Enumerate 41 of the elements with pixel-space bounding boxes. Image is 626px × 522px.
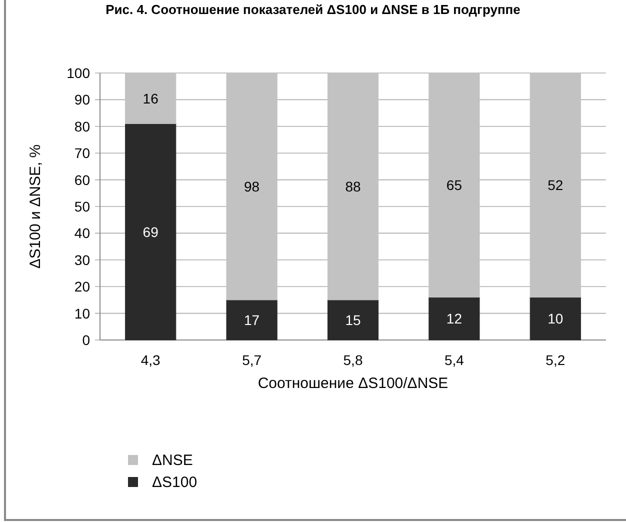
bar	[327, 72, 379, 300]
x-tick-label: 5,2	[546, 352, 566, 368]
bar	[125, 123, 176, 340]
y-tick-label: 10	[74, 305, 90, 322]
x-tick-label: 5,8	[343, 352, 363, 368]
y-tick-label: 0	[82, 332, 90, 348]
y-tick-label: 60	[74, 172, 90, 188]
annotation: 98	[244, 178, 260, 194]
y-tick-label: 70	[74, 145, 90, 162]
y-tick-label: 20	[74, 278, 90, 295]
annotation: 69	[142, 224, 159, 240]
x-axis-title: Соотношение ΔS100/ΔNSE	[258, 375, 448, 392]
y-axis-title: ΔS100 и ΔNSE, %	[27, 144, 44, 269]
annotation: 10	[548, 310, 564, 327]
bar	[428, 72, 480, 298]
x-tick-label: 5,7	[242, 352, 262, 368]
annotation: 15	[345, 312, 361, 328]
bar	[428, 297, 480, 340]
annotation: 16	[142, 90, 159, 106]
x-tick-label: 4,3	[140, 352, 161, 368]
bar	[530, 72, 581, 298]
annotation: 65	[446, 177, 462, 194]
legend-label: ΔS100	[152, 474, 198, 491]
y-tick-label: 90	[74, 92, 90, 108]
bar	[530, 297, 581, 340]
legend-label: ΔNSE	[152, 452, 193, 469]
annotation: 12	[446, 310, 462, 327]
y-tick-label: 30	[74, 252, 90, 268]
annotation: 52	[548, 177, 564, 194]
annotation: 88	[345, 178, 361, 194]
y-tick-label: 40	[74, 225, 90, 242]
bar	[226, 300, 278, 340]
y-tick-label: 50	[74, 198, 90, 214]
y-tick-label: 100	[66, 65, 90, 81]
annotation: 17	[244, 312, 260, 328]
bar	[226, 72, 278, 300]
bar	[125, 72, 176, 124]
bar	[327, 300, 379, 340]
x-tick-label: 5,4	[444, 352, 464, 368]
y-tick-label: 80	[74, 118, 90, 134]
chart-title: Рис. 4. Соотношение показателей ΔS100 и ΔNSE в 1Б подгруппе	[106, 2, 520, 17]
